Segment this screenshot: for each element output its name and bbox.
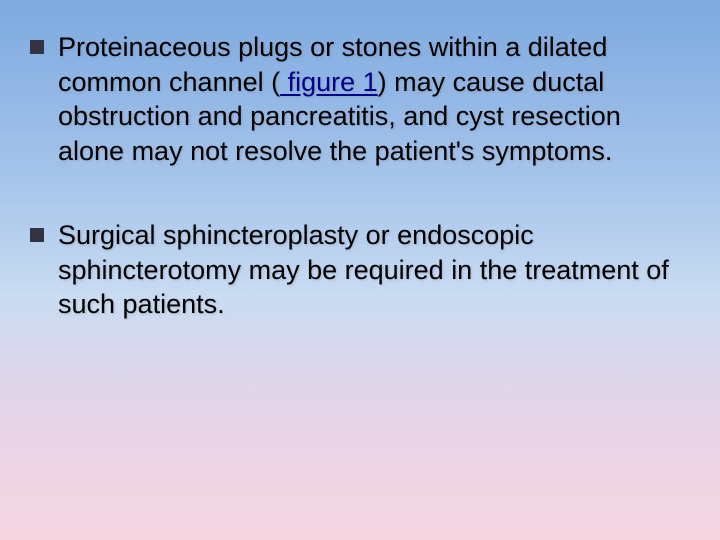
figure-1-link[interactable]: figure 1 (280, 67, 378, 97)
bullet-marker-icon (30, 40, 44, 54)
bullet-marker-icon (30, 228, 44, 242)
bullet-item-2: Surgical sphincteroplasty or endoscopic … (30, 218, 690, 322)
bullet-item-1: Proteinaceous plugs or stones within a d… (30, 30, 690, 168)
bullet-text-2: Surgical sphincteroplasty or endoscopic … (58, 218, 690, 322)
text-segment: Surgical sphincteroplasty or endoscopic … (58, 220, 669, 319)
bullet-text-1: Proteinaceous plugs or stones within a d… (58, 30, 690, 168)
